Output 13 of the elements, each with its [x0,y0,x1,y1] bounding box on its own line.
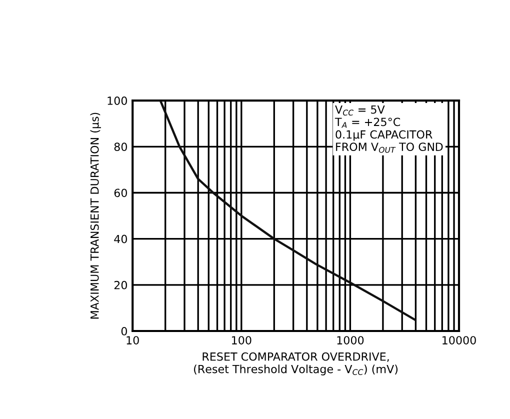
y-tick-label: 0 [121,326,127,336]
y-tick-label: 40 [114,234,127,244]
x-tick-label: 10 [126,336,139,344]
y-tick-label: 80 [114,142,127,152]
y-axis-title: MAXIMUM TRANSIENT DURATION (µs) [90,112,101,319]
y-tick-label: 20 [114,280,127,290]
x-axis-title: RESET COMPARATOR OVERDRIVE, (Reset Threshold Voltage - V$_{CC}$) (mV) [194,352,398,376]
x-tick-label: 1000 [337,336,364,344]
x-tick-label: 100 [232,336,252,344]
text: V$_{CC}$ = 5V T$_{A}$ = +25°C 0.1µF CAPACITOR FROM V$_{OUT}$ TO GND [334,106,443,153]
y-tick-label: 60 [114,188,127,198]
x-tick-label: 10000 [442,336,476,344]
y-tick-label: 100 [108,96,127,105]
